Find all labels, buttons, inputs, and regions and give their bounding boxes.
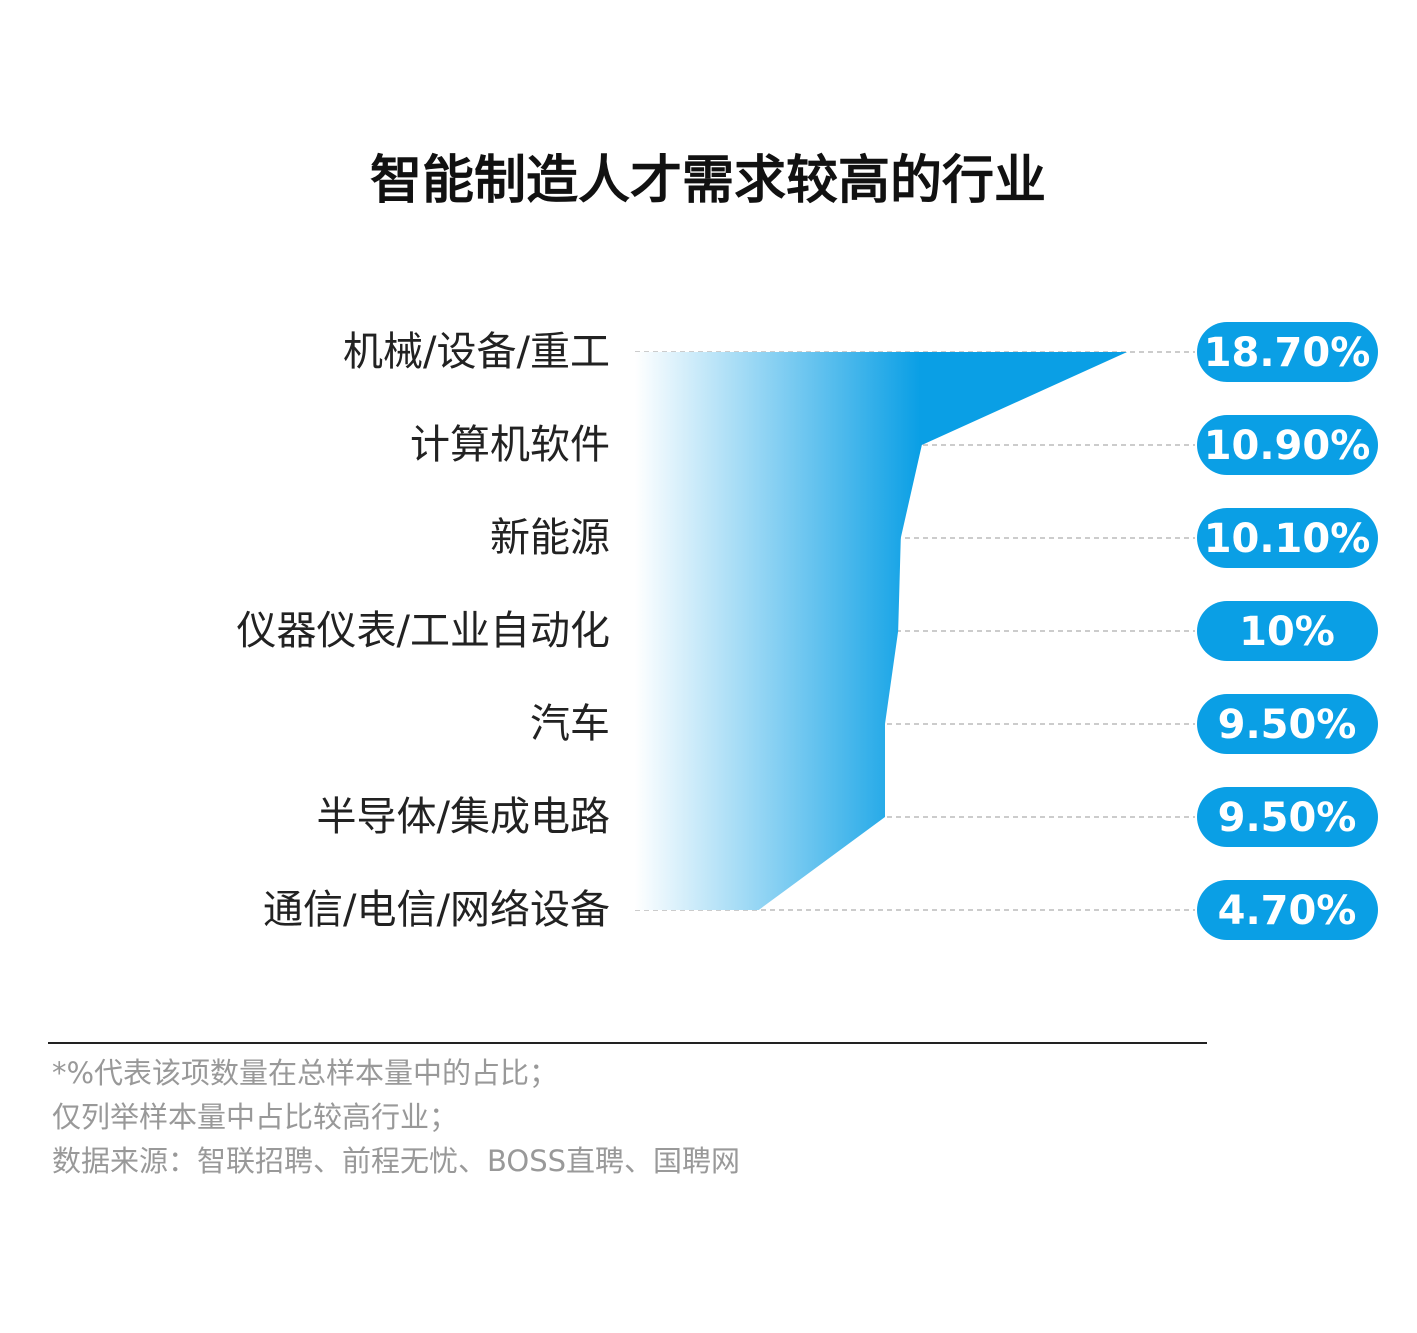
category-label: 仪器仪表/工业自动化 [237, 608, 610, 654]
chart-title: 智能制造人才需求较高的行业 [370, 151, 1046, 211]
footnote: *%代表该项数量在总样本量中的占比； [52, 1056, 558, 1090]
category-label: 机械/设备/重工 [343, 329, 610, 375]
value-pill [1197, 508, 1378, 568]
footnote: 仅列举样本量中占比较高行业； [52, 1100, 458, 1134]
value-label: 10.90% [1204, 423, 1371, 469]
value-pill [1197, 880, 1378, 940]
category-label: 半导体/集成电路 [317, 794, 610, 840]
value-label: 4.70% [1218, 888, 1357, 934]
footnote: 数据来源：智联招聘、前程无忧、BOSS直聘、国聘网 [52, 1144, 740, 1178]
value-label: 18.70% [1204, 330, 1371, 376]
value-label: 9.50% [1218, 795, 1357, 841]
value-label: 10.10% [1204, 516, 1371, 562]
value-label: 10% [1239, 609, 1335, 655]
value-pill [1197, 694, 1378, 754]
area [635, 352, 1128, 910]
value-pill [1197, 787, 1378, 847]
value-pill [1197, 415, 1378, 475]
value-pill [1197, 601, 1378, 661]
value-pill [1197, 322, 1378, 382]
category-label: 汽车 [530, 701, 610, 747]
category-label: 计算机软件 [410, 422, 610, 468]
category-label: 新能源 [490, 515, 610, 561]
value-label: 9.50% [1218, 702, 1357, 748]
category-label: 通信/电信/网络设备 [263, 887, 610, 933]
